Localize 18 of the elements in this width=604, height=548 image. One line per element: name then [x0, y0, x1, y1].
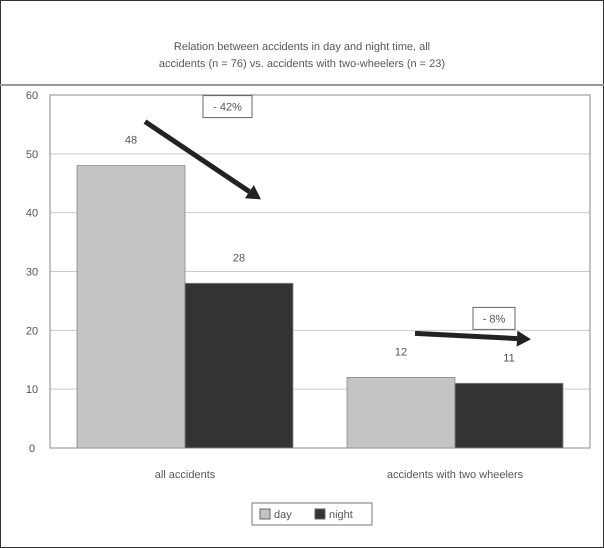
- data-label: 28: [232, 252, 246, 264]
- y-tick-label: 40: [26, 208, 38, 220]
- legend-label: day: [274, 509, 292, 521]
- y-tick-label: 10: [26, 384, 38, 396]
- y-tick-label: 20: [26, 325, 38, 338]
- data-label: 11: [503, 352, 515, 364]
- x-tick-label: all accidents: [154, 469, 216, 481]
- annotation: - 42%: [213, 102, 242, 114]
- legend-label: night: [329, 509, 353, 521]
- y-tick-label: 50: [26, 148, 38, 161]
- y-tick-label: 30: [26, 266, 38, 278]
- data-label: 48: [124, 134, 138, 147]
- chart-title: Relation between accidents in day and night time, all accidents (n = 76) vs. accidents with two-wheelers (n = 23): [158, 41, 446, 70]
- annotation: - 8%: [482, 313, 506, 326]
- y-tick-label: 0: [28, 443, 36, 455]
- data-label: 12: [394, 346, 408, 358]
- y-tick-label: 60: [26, 90, 38, 102]
- x-tick-label: accidents with two wheelers: [386, 469, 524, 481]
